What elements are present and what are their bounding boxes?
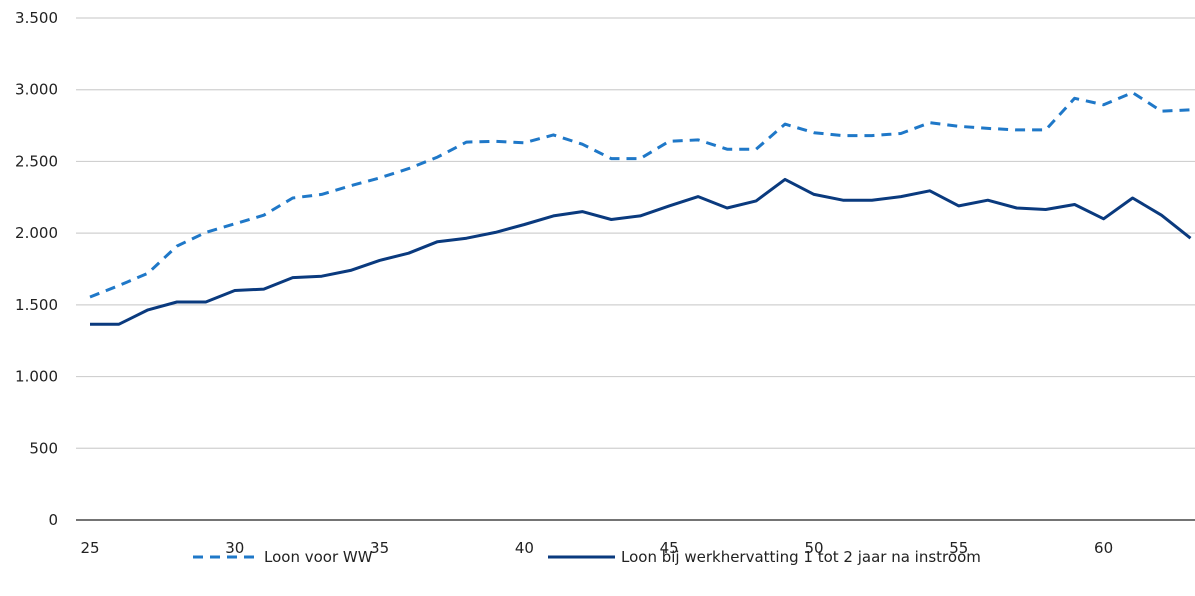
series-line-1 bbox=[90, 177, 1192, 326]
x-tick-label: 45 bbox=[660, 539, 679, 557]
x-tick-label: 60 bbox=[1094, 539, 1113, 557]
x-tick-label: 50 bbox=[804, 539, 823, 557]
x-tick-label: 30 bbox=[225, 539, 244, 557]
y-tick-label: 2.500 bbox=[15, 152, 58, 170]
y-tick-label: 3.500 bbox=[15, 9, 58, 27]
x-tick-label: 55 bbox=[949, 539, 968, 557]
y-tick-label: 3.000 bbox=[15, 81, 58, 99]
y-tick-label: 500 bbox=[29, 439, 58, 457]
x-axis-ticks: 25 30 35 40 45 50 55 60 bbox=[80, 539, 1113, 557]
legend-item-1: Loon bij werkhervatting 1 tot 2 jaar na … bbox=[548, 548, 981, 566]
legend-label-0: Loon voor WW bbox=[264, 548, 373, 566]
series-line-0 bbox=[89, 91, 1191, 299]
x-tick-label: 40 bbox=[515, 539, 534, 557]
y-tick-label: 1.000 bbox=[15, 368, 58, 386]
y-tick-label: 0 bbox=[48, 511, 58, 529]
legend-label-1: Loon bij werkhervatting 1 tot 2 jaar na … bbox=[621, 548, 981, 566]
x-tick-label: 35 bbox=[370, 539, 389, 557]
x-tick-label: 25 bbox=[80, 539, 99, 557]
legend: Loon voor WW Loon bij werkhervatting 1 t… bbox=[193, 548, 981, 566]
gridlines bbox=[76, 17, 1195, 449]
series-lines bbox=[89, 91, 1192, 326]
legend-item-0: Loon voor WW bbox=[193, 548, 373, 566]
y-tick-label: 2.000 bbox=[15, 224, 58, 242]
y-tick-label: 1.500 bbox=[15, 296, 58, 314]
y-axis-ticks: 0 500 1.000 1.500 2.000 2.500 3.000 3.500 bbox=[15, 9, 58, 529]
